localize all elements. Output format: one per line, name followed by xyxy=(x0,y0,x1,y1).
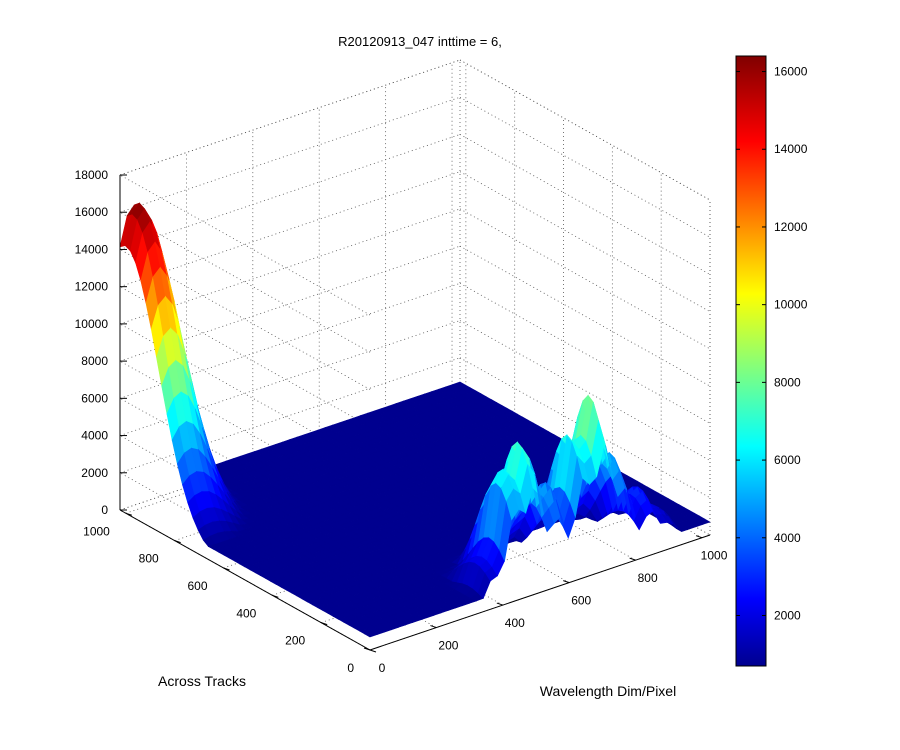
colorbar-tick-label: 10000 xyxy=(774,298,808,312)
y-tick-label: 0 xyxy=(347,661,354,675)
y-tick-label: 400 xyxy=(236,606,256,620)
axes: 0200400600800100002004006008001000020004… xyxy=(75,168,728,675)
y-tick-label: 600 xyxy=(187,579,207,593)
z-tick-label: 10000 xyxy=(75,317,109,331)
colorbar-tick-label: 2000 xyxy=(774,608,801,622)
x-tick-label: 0 xyxy=(379,661,386,675)
colorbar-tick-label: 6000 xyxy=(774,453,801,467)
surface-cell xyxy=(696,518,711,525)
x-tick-label: 1000 xyxy=(701,549,728,563)
y-tick-label: 200 xyxy=(285,634,305,648)
z-tick-label: 14000 xyxy=(75,242,109,256)
colorbar xyxy=(735,55,767,667)
x-tick-label: 800 xyxy=(638,571,658,585)
z-tick-label: 8000 xyxy=(81,354,108,368)
z-tick-label: 12000 xyxy=(75,280,109,294)
z-tick-label: 6000 xyxy=(81,391,108,405)
x-tick-label: 200 xyxy=(438,639,458,653)
z-tick-label: 16000 xyxy=(75,205,109,219)
colorbar-tick-label: 4000 xyxy=(774,531,801,545)
y-axis-label: Across Tracks xyxy=(158,673,246,689)
colorbar-tick-label: 14000 xyxy=(774,142,808,156)
x-axis-label: Wavelength Dim/Pixel xyxy=(540,683,676,699)
x-tick-label: 600 xyxy=(571,594,591,608)
z-tick-label: 2000 xyxy=(81,466,108,480)
colorbar-tick-label: 16000 xyxy=(774,65,808,79)
colorbar-tick-label: 12000 xyxy=(774,220,808,234)
z-tick-label: 0 xyxy=(101,503,108,517)
y-tick-label: 1000 xyxy=(83,524,110,538)
colorbar-ticks: 2000 4000 6000 8000 10000 12000 14000 16000 xyxy=(736,65,808,622)
z-tick-label: 4000 xyxy=(81,429,108,443)
chart-title: R20120913_047 inttime = 6, xyxy=(338,34,502,49)
colorbar-tick-label: 8000 xyxy=(774,375,801,389)
z-tick-label: 18000 xyxy=(75,168,109,182)
surface-mesh xyxy=(119,202,711,638)
x-tick-label: 400 xyxy=(505,616,525,630)
y-tick-label: 800 xyxy=(139,552,159,566)
